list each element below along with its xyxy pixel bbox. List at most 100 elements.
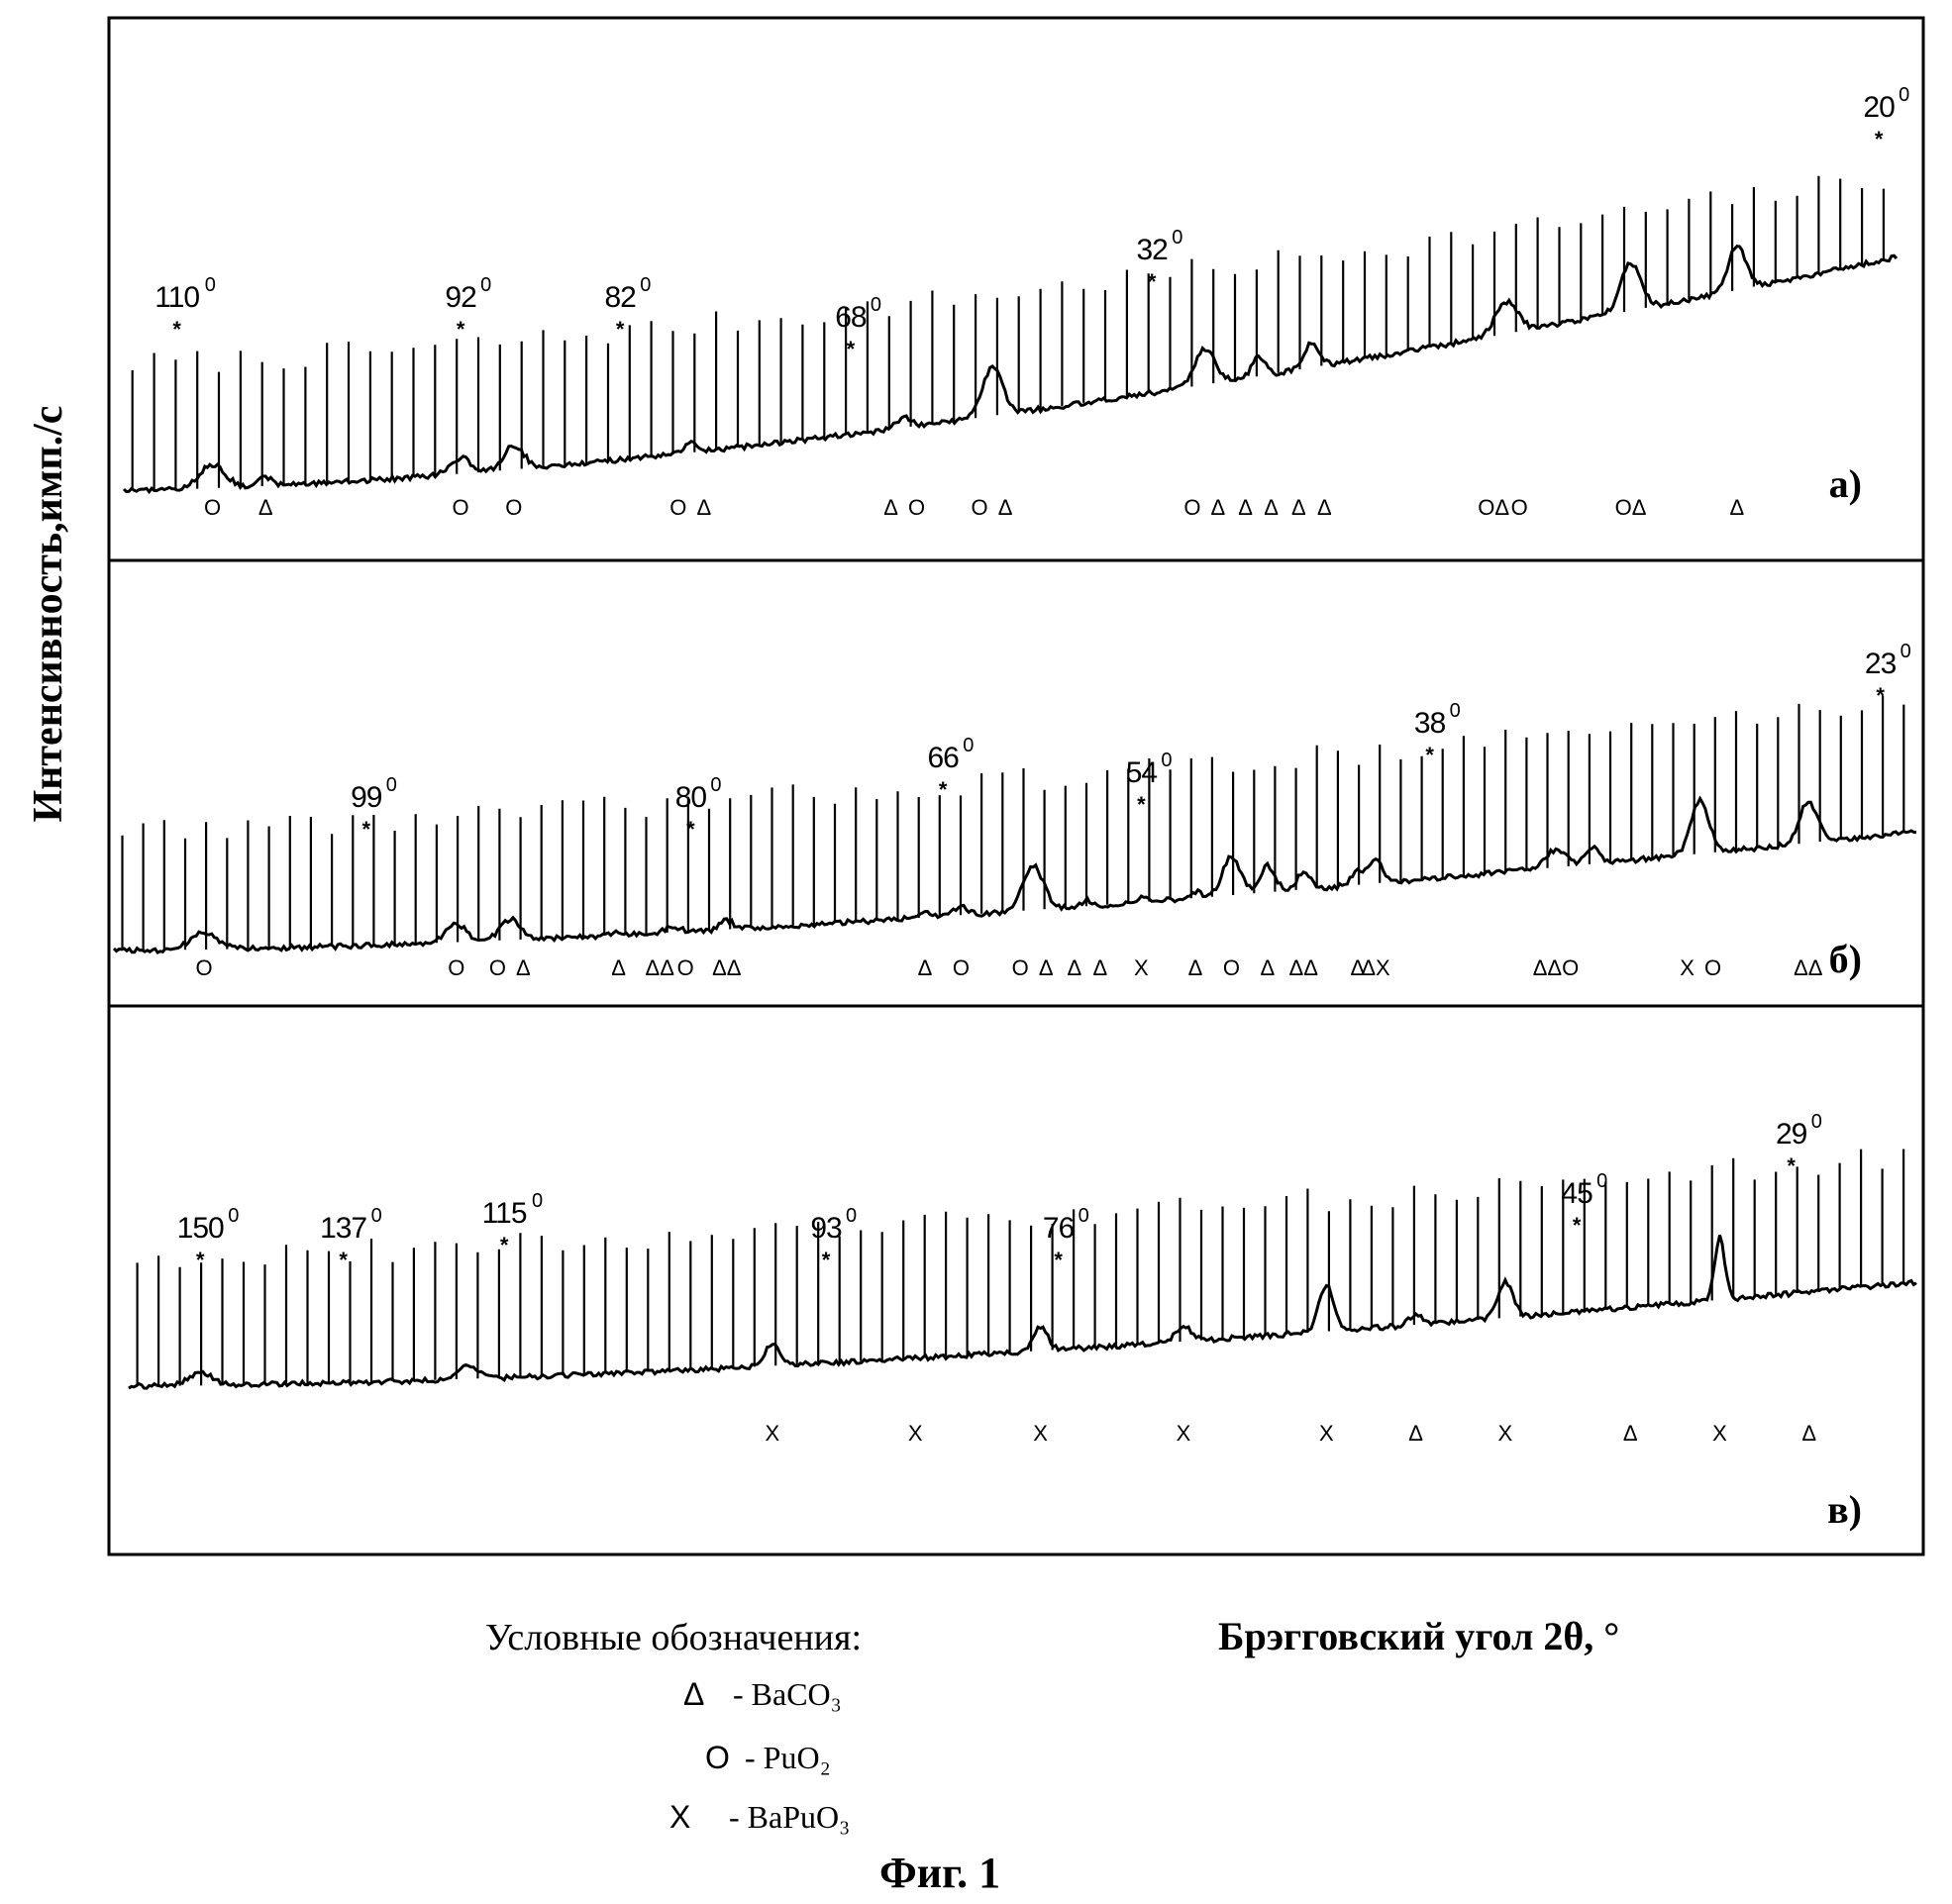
phase-marker: O [1223,955,1240,980]
degree-mark: 0 [1161,750,1172,771]
phase-marker: ΔΔO [1533,955,1580,980]
angle-label: 54 [1126,756,1158,789]
angle-star: * [457,317,465,342]
angle-label: 32 [1137,234,1169,266]
phase-marker: Δ [1188,955,1203,980]
phase-marker: OΔ [1478,495,1509,520]
phase-marker: Δ [1291,495,1306,520]
angle-star: * [616,317,625,342]
phase-marker: X [1319,1421,1334,1446]
degree-mark: 0 [871,294,881,316]
degree-mark: 0 [228,1205,239,1227]
degree-mark: 0 [640,274,651,296]
angle-label: 68 [835,301,867,334]
phase-marker: Δ [1260,955,1275,980]
degree-mark: 0 [1596,1170,1607,1192]
angle-label: 38 [1414,707,1446,740]
angle-star: * [847,337,856,361]
phase-marker: Δ [258,495,273,520]
panel-b-angle-labels: 990*800*660*540*380*230* [351,641,1911,842]
phase-marker: OΔ [1615,495,1647,520]
angle-star: * [1148,269,1157,294]
phase-marker: Δ [1092,955,1107,980]
x-axis-label: Брэгговский угол 2θ, ° [1218,1614,1619,1658]
phase-marker: Δ [1039,955,1054,980]
phase-marker: O [1511,495,1528,520]
legend-symbol-bapuo3: X [669,1799,690,1835]
phase-marker: O [1183,495,1200,520]
angle-star: * [172,317,181,342]
angle-label: 20 [1863,91,1895,124]
angle-star: * [1787,1153,1796,1178]
angle-star: * [362,817,371,842]
angle-label: 110 [154,281,199,314]
phase-marker: O [908,495,925,520]
panel-v: 1500*1370*1150*930*760*450*290* XXXXXΔXΔ… [109,1006,1923,1554]
degree-mark: 0 [532,1190,543,1212]
angle-star: * [1875,127,1884,151]
panel-b-trace [114,799,1916,953]
degree-mark: 0 [371,1205,382,1227]
phase-marker: O [453,495,469,520]
panel-a-phase-markers: OΔOOOΔΔOOΔOΔΔΔΔΔOΔOOΔΔ [204,495,1745,520]
phase-marker: Δ [696,495,711,520]
phase-marker: Δ [1730,495,1745,520]
degree-mark: 0 [205,274,216,296]
panel-b-phase-markers: OOOΔΔΔΔOΔΔΔOOΔΔΔXΔOΔΔΔΔΔXΔΔOXOΔΔ [195,955,1822,980]
angle-star: * [1573,1213,1582,1238]
degree-mark: 0 [710,774,721,796]
phase-marker: X [1177,1421,1191,1446]
angle-label: 80 [675,781,707,814]
phase-marker: Δ [883,495,898,520]
angle-star: * [1137,792,1146,817]
panel-v-letter: в) [1827,1487,1862,1532]
phase-marker: Δ [1408,1421,1423,1446]
phase-marker: Δ [1317,495,1332,520]
angle-star: * [1054,1248,1063,1272]
figure-caption: Фиг. 1 [879,1849,1000,1897]
angle-star: * [500,1233,509,1257]
angle-label: 29 [1776,1118,1807,1151]
angle-label: 137 [320,1212,366,1245]
phase-marker: O [204,495,221,520]
angle-star: * [1425,743,1434,767]
phase-marker: ΔΔ [1794,955,1823,980]
phase-marker: O [669,495,686,520]
angle-label: 66 [928,742,960,774]
phase-marker: X [765,1421,779,1446]
phase-marker: ΔΔ [646,955,675,980]
angle-star: * [1876,683,1885,708]
degree-mark: 0 [1079,1205,1089,1227]
angle-label: 115 [482,1197,527,1230]
phase-marker: Δ [1623,1421,1638,1446]
phase-marker: Δ [611,955,626,980]
phase-marker: X [1712,1421,1727,1446]
angle-star: * [822,1248,831,1272]
y-axis-label: Интенсивность,имп./с [26,406,71,823]
legend: Условные обозначения: Δ - BaCO₃ O - PuO₂… [485,1617,862,1835]
phase-marker: Δ [1801,1421,1816,1446]
phase-marker: O [489,955,506,980]
degree-mark: 0 [963,735,974,756]
panel-a: 1100*920*820*680*320*200* OΔOOOΔΔOOΔOΔΔΔ… [109,18,1923,560]
phase-marker: O [677,955,694,980]
angle-star: * [196,1248,205,1272]
degree-mark: 0 [386,774,397,796]
legend-title: Условные обозначения: [485,1617,862,1658]
panel-b-ticks [123,695,1904,951]
panel-a-trace [124,247,1897,492]
angle-label: 99 [351,781,382,814]
angle-label: 45 [1561,1177,1592,1210]
degree-mark: 0 [1450,700,1461,722]
angle-label: 92 [445,281,476,314]
phase-marker: X [908,1421,923,1446]
phase-marker: O [195,955,212,980]
phase-marker: O [972,495,988,520]
phase-marker: O [448,955,464,980]
panel-a-letter: а) [1829,461,1862,506]
phase-marker: Δ [998,495,1013,520]
phase-marker: Δ [918,955,933,980]
angle-star: * [686,817,695,842]
angle-label: 23 [1865,648,1897,680]
panel-v-phase-markers: XXXXXΔXΔXΔ [765,1421,1816,1446]
